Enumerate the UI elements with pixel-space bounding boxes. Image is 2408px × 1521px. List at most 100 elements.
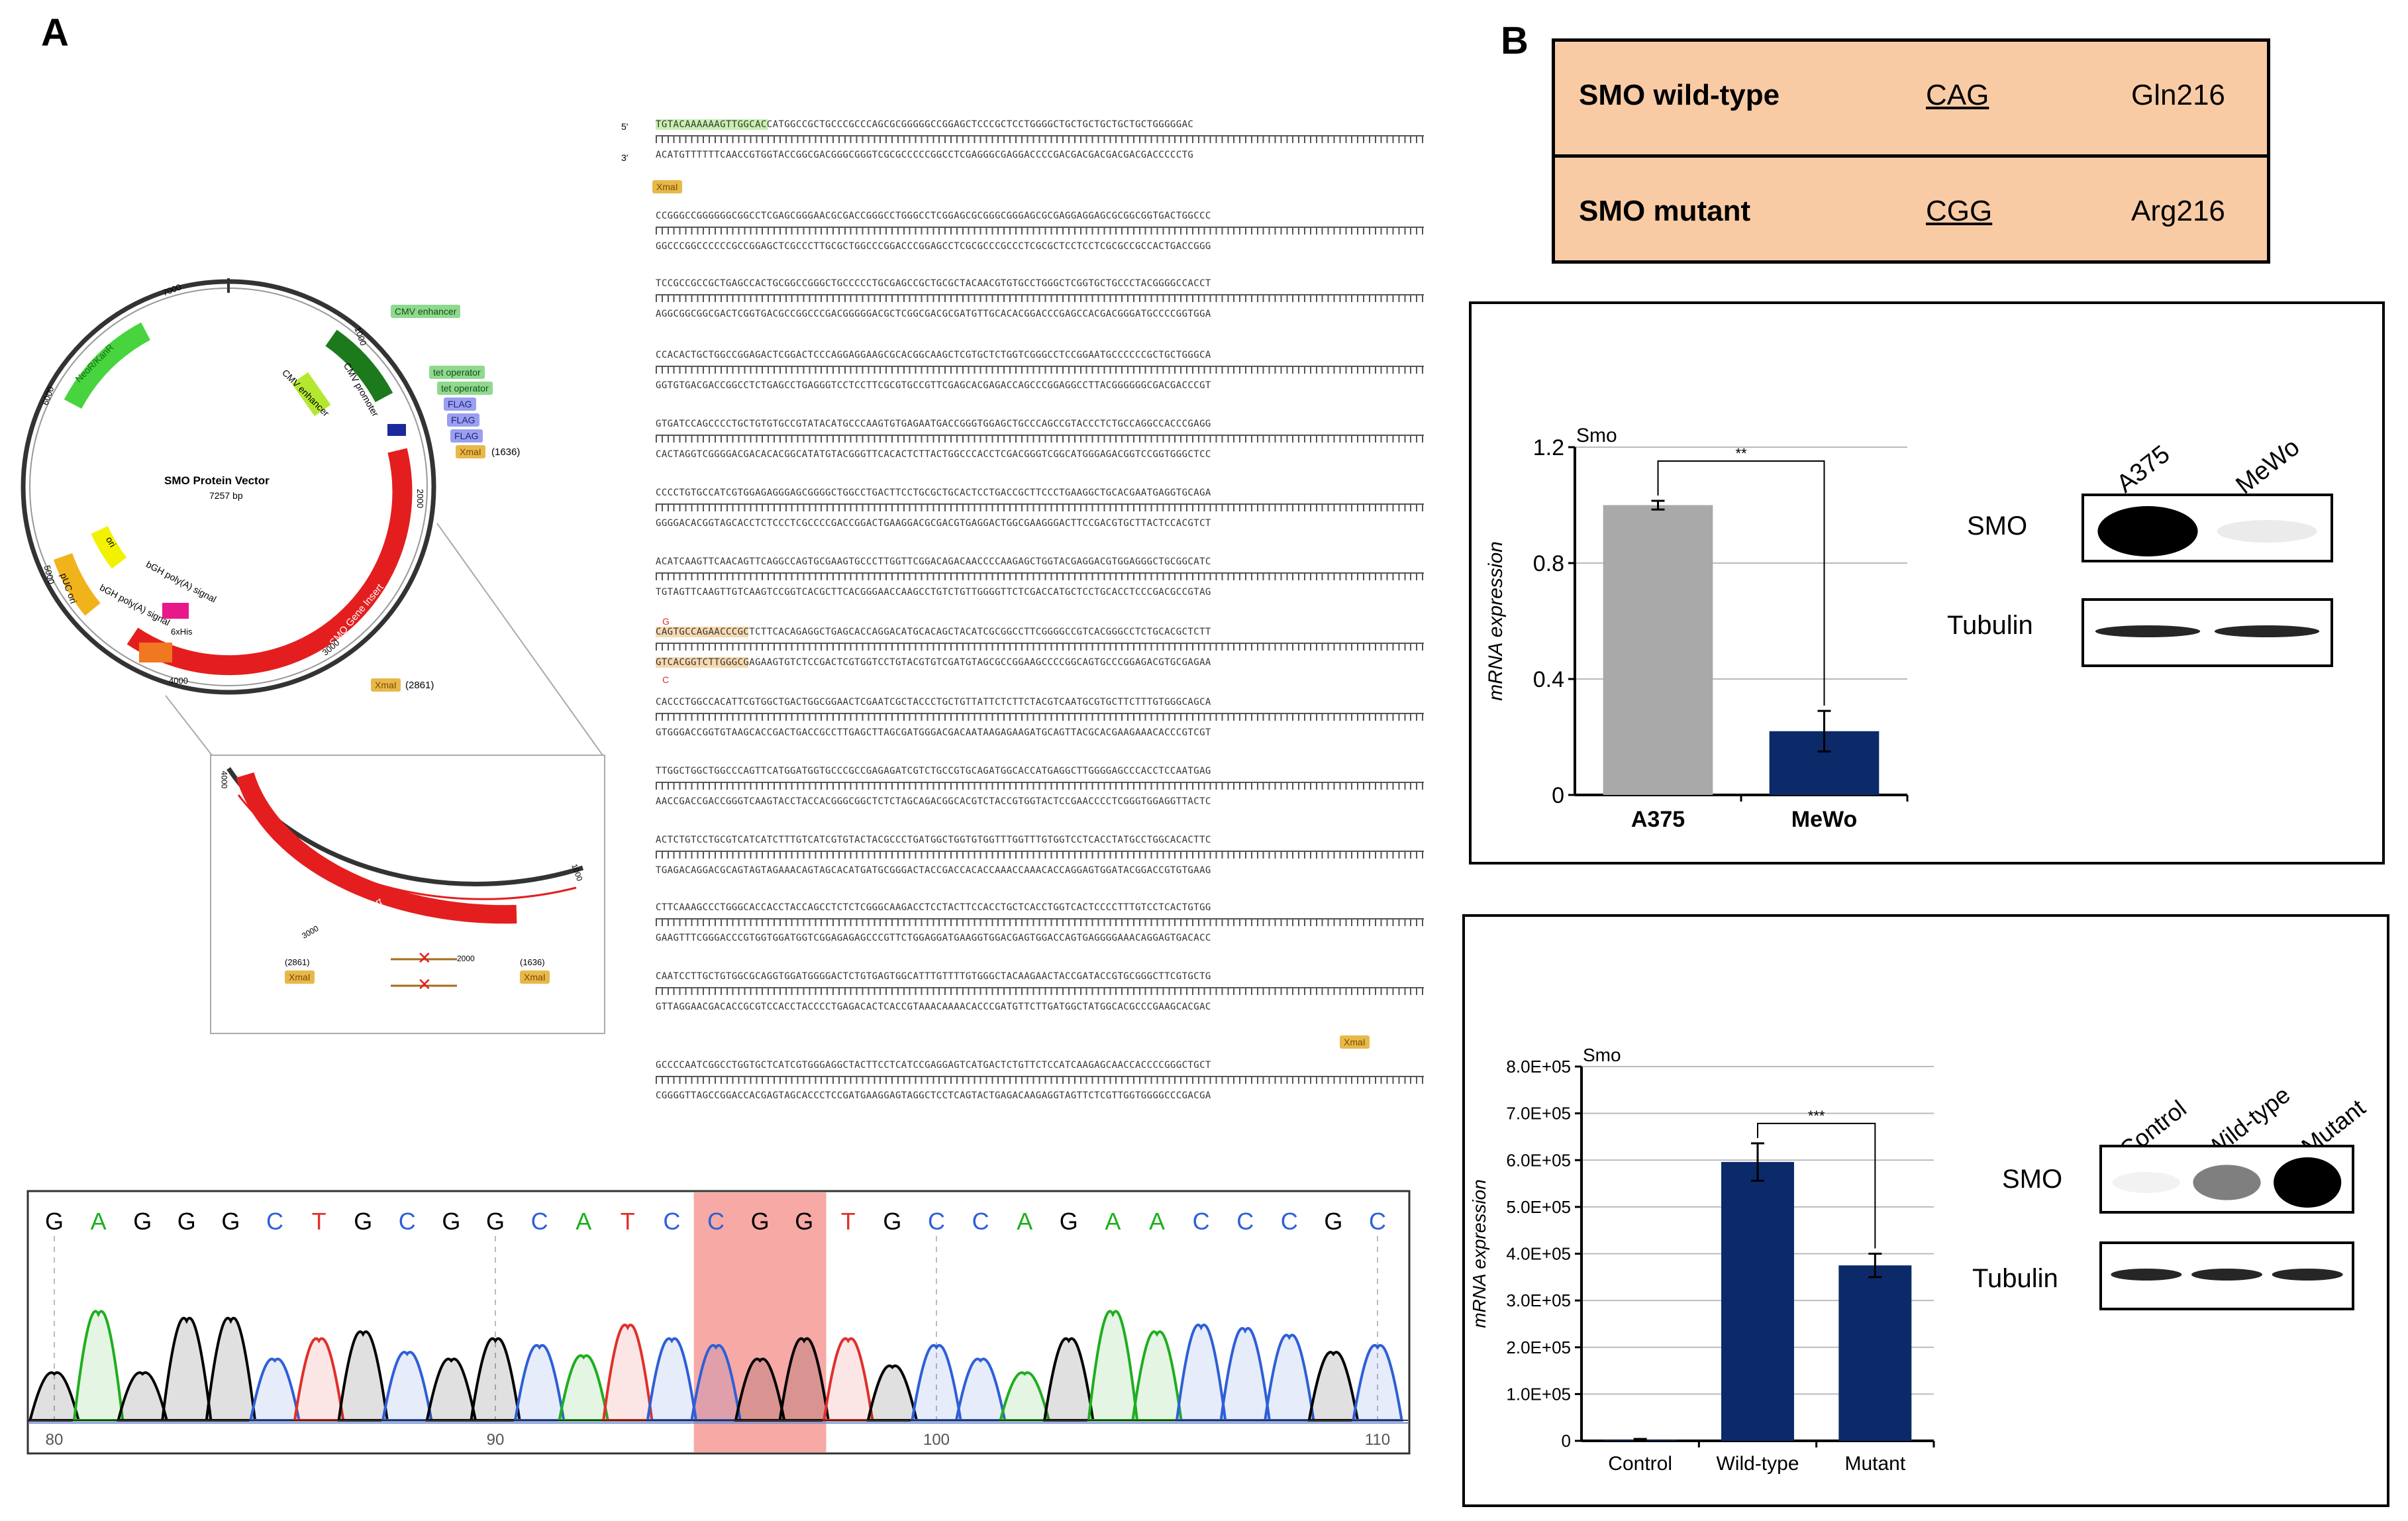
- sequence-ruler: [656, 1076, 1424, 1084]
- base-call: G: [1324, 1208, 1342, 1235]
- chart-category-label: A375: [1631, 807, 1685, 832]
- wb-c-row-tubulin: Tubulin: [1947, 611, 2033, 640]
- sequence-top-strand: ACTCTGTCCTGCGTCATCATCTTTGTCATCGTGTACTACG…: [656, 835, 1211, 845]
- significance-label: **: [1735, 445, 1747, 462]
- table-row-wild-type: SMO wild-type CAG Gln216: [1555, 42, 2267, 151]
- panel-label-b: B: [1501, 19, 1529, 62]
- blot-band-tubulin: [2191, 1269, 2263, 1281]
- sequence-bottom-strand: CACTAGGTCGGGGACGACACACGGCATATGTACGGGTTCA…: [656, 449, 1211, 460]
- trace-peak: [205, 1316, 257, 1422]
- base-call: T: [312, 1208, 326, 1235]
- chart-category-label: Wild-type: [1716, 1453, 1799, 1475]
- sequence-ruler: [656, 987, 1424, 995]
- base-call: T: [621, 1208, 635, 1235]
- trace-peak: [1042, 1337, 1095, 1422]
- feature-flag-2: FLAG: [447, 413, 479, 427]
- sequence-top-strand: CCCCTGTGCCATCGTGGAGAGGGAGCGGGGCTGGCCTGAC…: [656, 488, 1211, 498]
- chart-d: mRNA expression Smo 0 1.0E+05 2.0E+05 3.0E+05…: [1469, 1045, 1935, 1475]
- base-call: C: [266, 1208, 283, 1235]
- chart-c: mRNA expression Smo 0 0.4 0.8 1.2 A375 MeWo **: [1485, 425, 1909, 832]
- trace-peak: [778, 1337, 830, 1422]
- blot-band-smo: [2217, 519, 2317, 543]
- sequence-top-strand: CCACACTGCTGGCCGGAGACTCGGACTCCCAGGAGGAAGC…: [656, 350, 1211, 360]
- mutation-bottom-base: C: [662, 674, 670, 685]
- sequence-ruler: [656, 366, 1424, 374]
- blot-svg: [2082, 494, 2333, 667]
- feature-flag-3: FLAG: [450, 429, 483, 443]
- chart-ylabel: mRNA expression: [1469, 1179, 1489, 1328]
- chart-ytick-label: 4.0E+05: [1506, 1244, 1571, 1264]
- feature-tet-operator-2: tet operator: [437, 382, 493, 395]
- sequence-ruler: [656, 435, 1424, 443]
- trace-peak: [998, 1371, 1051, 1422]
- sequence-top-strand: TTGGCTGGCTGGCCCAGTTCATGGATGGTGCCCGCCGAGA…: [656, 766, 1211, 776]
- inset-pos-1636: (1636): [520, 957, 545, 967]
- blot-band-smo: [2112, 1172, 2180, 1193]
- base-call: G: [177, 1208, 196, 1235]
- sequence-bottom-strand: ACATGTTTTTTCAACCGTGGTACCGGCGACGGGCGGGTCG…: [656, 150, 1194, 160]
- significance-label: ***: [1808, 1108, 1825, 1124]
- trace-peak: [1175, 1324, 1227, 1422]
- trace-peak: [954, 1357, 1007, 1422]
- chart-title: Smo: [1576, 425, 1617, 446]
- svg-text:✕: ✕: [417, 975, 432, 995]
- chart-category-label: Control: [1608, 1453, 1672, 1475]
- significance-bracket: [1757, 1122, 1876, 1249]
- feature-xmai-pos: (1636): [491, 446, 521, 458]
- western-blot-c: [2082, 494, 2333, 669]
- base-call: G: [221, 1208, 240, 1235]
- sequence-bottom-strand: CGGGGTTAGCCGGACCACGAGTAGCACCCTCCGATGAAGG…: [656, 1090, 1211, 1101]
- sequence-top-strand: CAGTGCCAGAACCCGCTCTTCACAGAGGCTGAGCACCAGG…: [656, 627, 1211, 637]
- blot-band-smo: [2193, 1165, 2261, 1200]
- blot-band-tubulin: [2214, 625, 2320, 637]
- chart-ytick-label: 8.0E+05: [1506, 1057, 1571, 1076]
- blot-band-tubulin: [2111, 1269, 2182, 1281]
- base-call: C: [972, 1208, 989, 1235]
- inset-tick-2000: 2000: [457, 954, 475, 963]
- blot-band-smo: [2097, 506, 2198, 556]
- sequence-top-strand: TGTACAAAAAAGTTGGCACCATGGCCGCTGCCCGCCCAGC…: [656, 119, 1194, 130]
- trace-peak: [911, 1343, 962, 1422]
- chart-ylabel: mRNA expression: [1485, 541, 1507, 701]
- row-residue: Arg216: [2131, 195, 2225, 227]
- seq-xmai-chip: XmaI: [652, 180, 682, 193]
- svg-text:✕: ✕: [417, 949, 432, 969]
- plasmid-name: SMO Protein Vector: [164, 474, 270, 487]
- wb-d-row-tubulin: Tubulin: [1972, 1264, 2058, 1293]
- sequence-ruler: [656, 294, 1424, 302]
- blot-band-tubulin: [2272, 1269, 2343, 1281]
- base-call: C: [1281, 1208, 1298, 1235]
- wb-d-row-smo: SMO: [2002, 1165, 2063, 1194]
- chart-category-label: MeWo: [1791, 807, 1857, 832]
- trace-peak: [646, 1337, 698, 1422]
- trace-peak: [1263, 1334, 1315, 1422]
- chart-ytick-label: 0: [1552, 783, 1564, 808]
- mutation-table: SMO wild-type CAG Gln216 SMO mutant CGG …: [1552, 38, 2270, 264]
- base-call: G: [751, 1208, 770, 1235]
- sequence-top-strand: TCCGCCGCCGCTGAGCCACTGCGGCCGGGCTGCCCCCTGC…: [656, 278, 1211, 289]
- chart-ytick-label: 1.2: [1533, 435, 1564, 460]
- feature-6xhis: 6xHis: [171, 627, 193, 637]
- inset-xmai: XmaI: [285, 970, 315, 984]
- plasmid-map: ✕ ✕: [21, 278, 605, 1034]
- table-row-mutant: SMO mutant CGG Arg216: [1555, 154, 2267, 267]
- sequence-ruler: [656, 918, 1424, 926]
- sequence-bottom-strand: GTCACGGTCTTGGGCGAGAAGTGTCTCCGACTCGTGGTCC…: [656, 657, 1211, 668]
- blot-band-smo: [2274, 1157, 2342, 1208]
- base-call: C: [1369, 1208, 1386, 1235]
- base-call: C: [928, 1208, 945, 1235]
- base-call: C: [663, 1208, 680, 1235]
- western-blot-d: [2099, 1145, 2354, 1329]
- base-call: A: [1149, 1208, 1165, 1235]
- base-call: C: [1236, 1208, 1254, 1235]
- sequence-ruler: [656, 503, 1424, 511]
- chart-ytick-label: 3.0E+05: [1506, 1290, 1571, 1310]
- base-call: C: [707, 1208, 725, 1235]
- sequence-top-strand: GCCCCAATCGGCCTGGTGCTCATCGTGGGAGGCTACTTCC…: [656, 1060, 1211, 1071]
- sequence-ruler: [656, 851, 1424, 859]
- sequence-bottom-strand: GAAGTTTCGGGACCCGTGGTGGATGGTCGGAGAGAGCCCG…: [656, 933, 1211, 943]
- trace-peak: [160, 1316, 213, 1422]
- sequence-bottom-strand: TGTAGTTCAAGTTGTCAAGTCCGGTCACGCTTCACGGGAA…: [656, 587, 1211, 598]
- sequence-bottom-strand: GTTAGGAACGACACCGCGTCCACCTACCCCTGAGACACTC…: [656, 1002, 1211, 1012]
- sequence-bottom-strand: TGAGACAGGACGCAGTAGTAGAAACAGTAGCACATGATGC…: [656, 865, 1211, 876]
